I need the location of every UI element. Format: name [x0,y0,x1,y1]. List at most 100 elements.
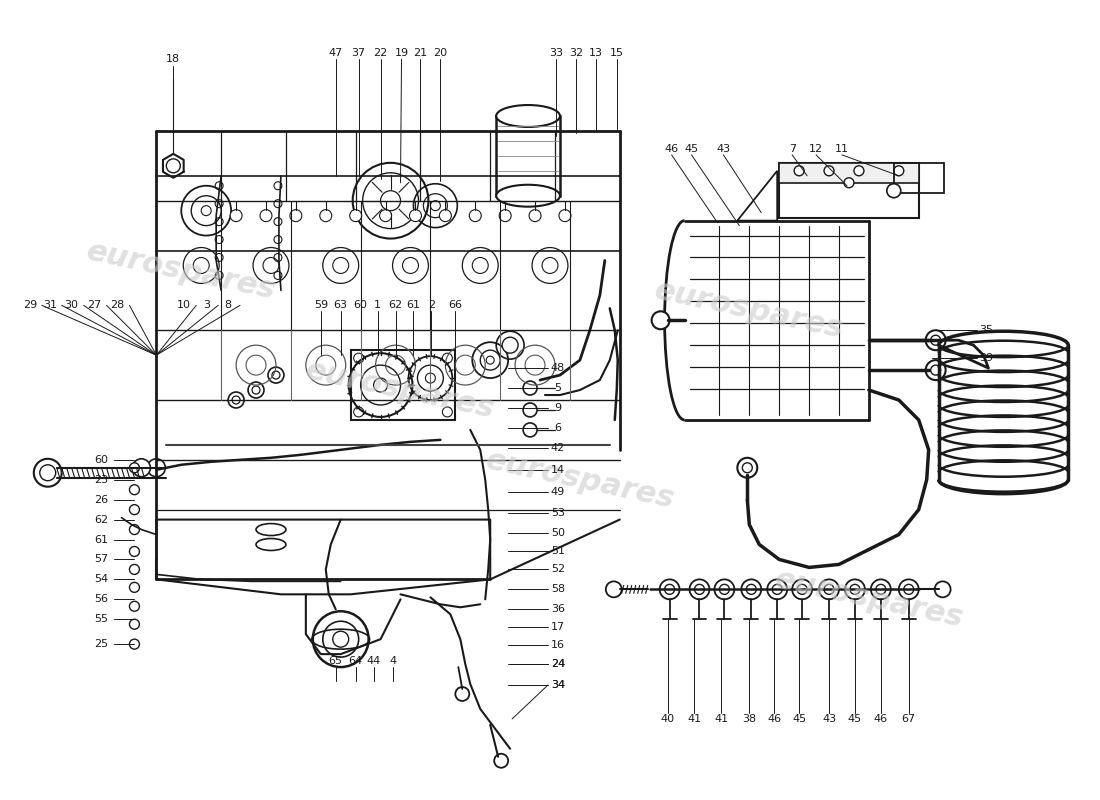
Text: 5: 5 [554,383,561,393]
Text: 28: 28 [110,300,124,310]
Text: 36: 36 [551,604,565,614]
Bar [894,163,944,193]
Circle shape [374,378,387,392]
Text: 11: 11 [835,144,849,154]
Circle shape [130,602,140,611]
Text: 24: 24 [551,659,565,669]
Text: 62: 62 [95,514,109,525]
Text: 63: 63 [333,300,348,310]
Text: eurospares: eurospares [771,565,966,634]
Text: 61: 61 [407,300,420,310]
Text: 65: 65 [329,656,343,666]
Circle shape [524,403,537,417]
Text: 29: 29 [23,300,37,310]
Circle shape [931,365,940,375]
Text: 45: 45 [684,144,699,154]
Circle shape [559,210,571,222]
Circle shape [290,210,301,222]
Text: 61: 61 [95,534,109,545]
Text: 60: 60 [95,454,109,465]
Text: 19: 19 [395,48,408,58]
Text: 56: 56 [95,594,109,604]
Ellipse shape [496,185,560,206]
Text: 27: 27 [88,300,101,310]
Circle shape [824,166,834,176]
Text: 49: 49 [551,486,565,497]
Circle shape [426,373,436,383]
Text: 48: 48 [551,363,565,373]
Circle shape [494,754,508,768]
Text: 47: 47 [329,48,343,58]
Circle shape [499,210,512,222]
Text: 26: 26 [95,494,109,505]
Text: 67: 67 [902,714,916,724]
Circle shape [130,462,140,473]
Circle shape [260,210,272,222]
Circle shape [714,579,735,599]
Text: 41: 41 [714,714,728,724]
Circle shape [926,330,946,350]
Text: 6: 6 [554,423,561,433]
Circle shape [320,210,332,222]
Circle shape [820,579,839,599]
Circle shape [130,525,140,534]
Text: 51: 51 [551,546,565,557]
Circle shape [741,579,761,599]
Circle shape [312,611,368,667]
Circle shape [794,166,804,176]
Circle shape [333,631,349,647]
Text: 7: 7 [789,144,795,154]
Text: 45: 45 [792,714,806,724]
Bar [351,350,455,420]
Circle shape [201,206,211,216]
Circle shape [660,579,680,599]
Text: 17: 17 [551,622,565,632]
Circle shape [40,465,56,481]
Text: 21: 21 [414,48,428,58]
Text: 44: 44 [366,656,381,666]
Text: 4: 4 [389,656,396,666]
Circle shape [524,423,537,437]
Circle shape [130,505,140,514]
Text: 3: 3 [202,300,210,310]
Bar [779,163,918,182]
Bar [779,163,918,218]
Text: 32: 32 [569,48,583,58]
Circle shape [130,485,140,494]
Text: 38: 38 [742,714,757,724]
Text: eurospares: eurospares [652,276,847,345]
Text: 35: 35 [979,326,993,335]
Text: 64: 64 [349,656,363,666]
Text: 53: 53 [551,508,565,518]
Circle shape [737,458,757,478]
Circle shape [470,210,481,222]
Text: 20: 20 [433,48,448,58]
Circle shape [503,338,518,353]
Text: 41: 41 [688,714,702,724]
Circle shape [894,166,904,176]
Text: 43: 43 [822,714,836,724]
Text: 46: 46 [873,714,888,724]
Circle shape [409,210,421,222]
Text: 46: 46 [767,714,781,724]
Circle shape [792,579,812,599]
Text: 42: 42 [551,443,565,453]
Text: 2: 2 [428,300,435,310]
Circle shape [931,335,940,345]
Circle shape [272,371,279,379]
Text: 30: 30 [65,300,79,310]
Text: 40: 40 [660,714,674,724]
Text: 15: 15 [609,48,624,58]
Text: eurospares: eurospares [483,446,678,514]
Circle shape [887,184,901,198]
Text: 59: 59 [314,300,328,310]
Text: 46: 46 [664,144,679,154]
Circle shape [844,178,854,188]
Circle shape [524,381,537,395]
Bar [496,116,560,196]
Circle shape [147,458,165,477]
Text: 37: 37 [352,48,365,58]
Text: 31: 31 [43,300,57,310]
Text: 34: 34 [551,680,565,690]
Text: eurospares: eurospares [84,236,278,305]
